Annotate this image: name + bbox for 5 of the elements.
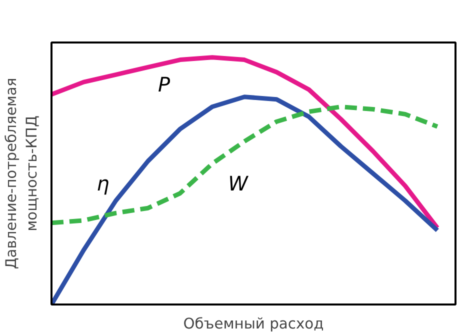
y-axis-title: Давление-потребляемая мощность-КПД [3,78,40,270]
series-label: η [96,171,110,196]
x-axis-title: Объемный расход [183,316,324,332]
series-label: W [228,171,250,196]
series-label: P [158,72,172,97]
